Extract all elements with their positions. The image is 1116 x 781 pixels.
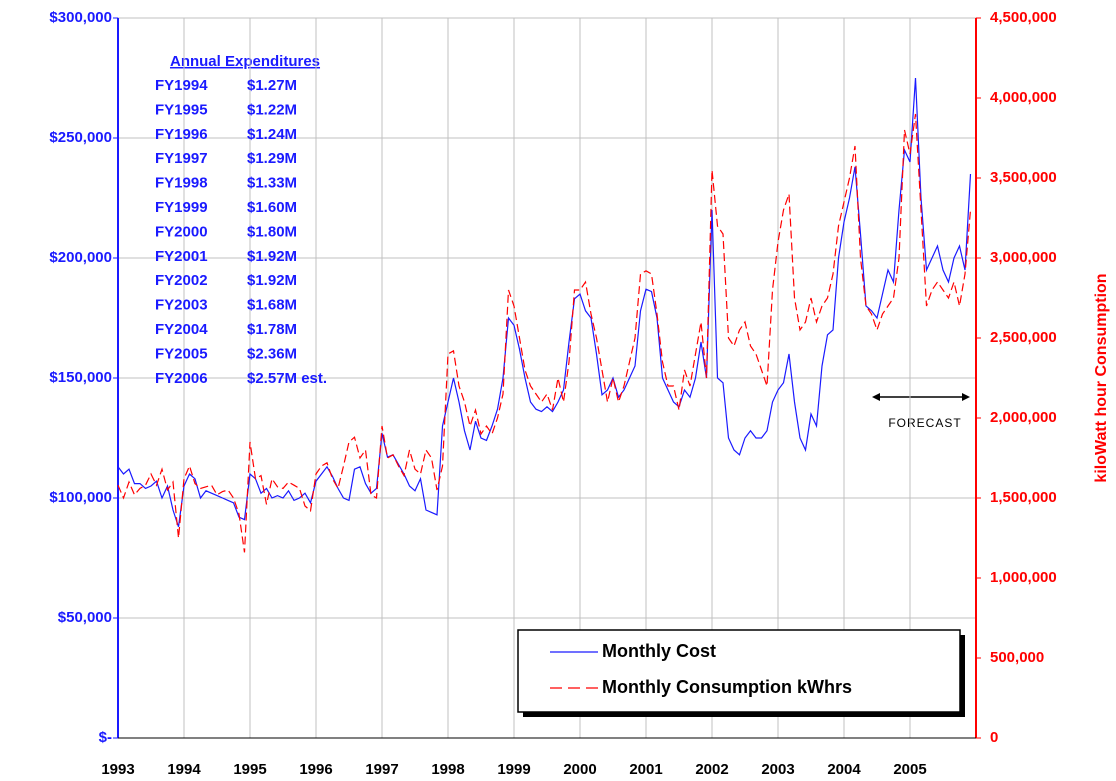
table-year: FY2001 <box>155 248 208 265</box>
table-amount: $1.78M <box>247 321 297 338</box>
table-amount: $1.92M <box>247 272 297 289</box>
legend-box <box>517 629 961 713</box>
table-amount: $1.22M <box>247 101 297 118</box>
x-tick-label: 1994 <box>167 761 201 778</box>
table-amount: $2.36M <box>247 345 297 362</box>
table-year: FY1999 <box>155 199 208 216</box>
y2-tick-label: 500,000 <box>990 649 1044 666</box>
series-line <box>117 113 972 553</box>
y-tick-label: $200,000 <box>49 249 112 266</box>
x-tick-label: 2000 <box>563 761 596 778</box>
x-tick-label: 2002 <box>695 761 728 778</box>
table-amount: $1.33M <box>247 175 297 192</box>
table-year: FY1997 <box>155 150 208 167</box>
y2-tick-label: 0 <box>990 729 998 746</box>
table-amount: $2.57M est. <box>247 370 327 387</box>
table-amount: $1.92M <box>247 248 297 265</box>
table-amount: $1.24M <box>247 126 297 143</box>
y-tick-label: $100,000 <box>49 489 112 506</box>
table-amount: $1.68M <box>247 297 297 314</box>
table-year: FY1994 <box>155 77 208 94</box>
x-tick-label: 2001 <box>629 761 662 778</box>
y2-tick-label: 3,500,000 <box>990 169 1057 186</box>
x-tick-label: 1996 <box>299 761 332 778</box>
x-tick-label: 1993 <box>101 761 134 778</box>
table-amount: $1.27M <box>247 77 297 94</box>
y2-tick-label: 4,500,000 <box>990 9 1057 26</box>
grid <box>117 17 976 739</box>
y2-tick-label: 1,500,000 <box>990 489 1057 506</box>
table-year: FY2000 <box>155 223 208 240</box>
x-tick-label: 1997 <box>365 761 398 778</box>
series-line <box>117 77 972 527</box>
y-tick-label: $300,000 <box>49 9 112 26</box>
y2-axis-title: kiloWatt hour Consumption <box>1093 273 1110 482</box>
y2-tick-label: 4,000,000 <box>990 89 1057 106</box>
y-tick-label: $- <box>99 729 112 746</box>
table-year: FY2002 <box>155 272 208 289</box>
forecast-label: FORECAST <box>888 416 961 430</box>
table-title: Annual Expenditures <box>170 53 320 70</box>
table-year: FY2004 <box>155 321 208 338</box>
y-tick-label: $50,000 <box>58 609 112 626</box>
y2-tick-label: 2,500,000 <box>990 329 1057 346</box>
table-amount: $1.60M <box>247 199 297 216</box>
x-tick-label: 1995 <box>233 761 266 778</box>
legend-label: Monthly Consumption kWhrs <box>602 677 852 697</box>
table-year: FY1998 <box>155 175 208 192</box>
table-year: FY2005 <box>155 345 208 362</box>
x-tick-label: 2005 <box>893 761 926 778</box>
table-year: FY1996 <box>155 126 208 143</box>
table-amount: $1.80M <box>247 223 297 240</box>
y2-tick-label: 1,000,000 <box>990 569 1057 586</box>
table-amount: $1.29M <box>247 150 297 167</box>
x-tick-label: 1999 <box>497 761 530 778</box>
x-tick-label: 2003 <box>761 761 794 778</box>
y2-tick-label: 3,000,000 <box>990 249 1057 266</box>
y-tick-label: $150,000 <box>49 369 112 386</box>
y2-tick-label: 2,000,000 <box>990 409 1057 426</box>
table-year: FY2003 <box>155 297 208 314</box>
x-tick-label: 1998 <box>431 761 464 778</box>
x-tick-label: 2004 <box>827 761 861 778</box>
table-year: FY2006 <box>155 370 208 387</box>
forecast-arrow <box>872 393 970 401</box>
legend-label: Monthly Cost <box>602 641 716 661</box>
table-year: FY1995 <box>155 101 208 118</box>
y-tick-label: $250,000 <box>49 129 112 146</box>
